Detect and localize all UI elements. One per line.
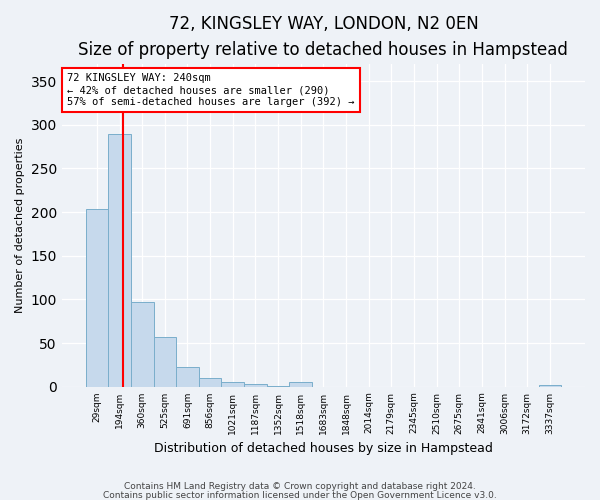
Bar	[108, 134, 131, 386]
Bar	[221, 382, 244, 386]
Text: Contains public sector information licensed under the Open Government Licence v3: Contains public sector information licen…	[103, 491, 497, 500]
Bar	[131, 302, 154, 386]
Bar	[199, 378, 221, 386]
Bar	[86, 210, 108, 386]
Y-axis label: Number of detached properties: Number of detached properties	[15, 138, 25, 313]
Title: 72, KINGSLEY WAY, LONDON, N2 0EN
Size of property relative to detached houses in: 72, KINGSLEY WAY, LONDON, N2 0EN Size of…	[79, 15, 568, 60]
Bar	[154, 337, 176, 386]
Text: 72 KINGSLEY WAY: 240sqm
← 42% of detached houses are smaller (290)
57% of semi-d: 72 KINGSLEY WAY: 240sqm ← 42% of detache…	[67, 74, 355, 106]
Bar	[539, 385, 561, 386]
X-axis label: Distribution of detached houses by size in Hampstead: Distribution of detached houses by size …	[154, 442, 493, 455]
Text: Contains HM Land Registry data © Crown copyright and database right 2024.: Contains HM Land Registry data © Crown c…	[124, 482, 476, 491]
Bar	[289, 382, 312, 386]
Bar	[176, 368, 199, 386]
Bar	[244, 384, 267, 386]
